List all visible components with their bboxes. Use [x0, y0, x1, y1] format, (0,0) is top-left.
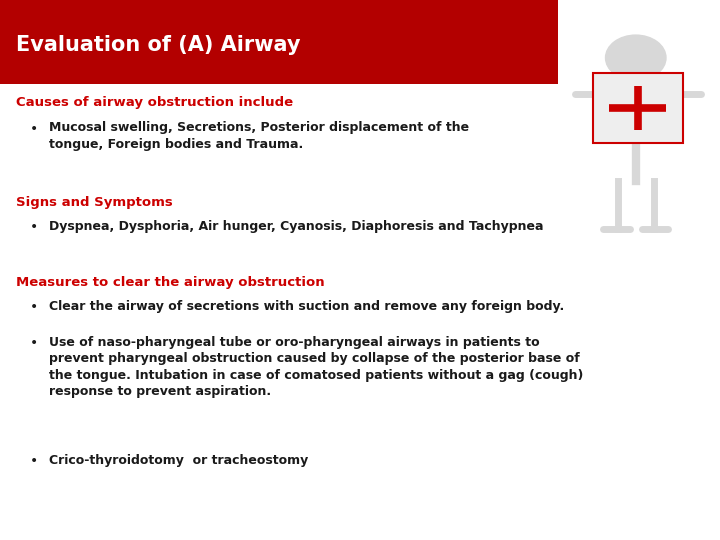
- Text: Crico-thyroidotomy  or tracheostomy: Crico-thyroidotomy or tracheostomy: [49, 454, 308, 467]
- Text: •: •: [30, 336, 38, 350]
- Text: Signs and Symptoms: Signs and Symptoms: [16, 196, 173, 209]
- Text: Evaluation of (A) Airway: Evaluation of (A) Airway: [16, 35, 300, 55]
- Text: Mucosal swelling, Secretions, Posterior displacement of the
tongue, Foreign bodi: Mucosal swelling, Secretions, Posterior …: [49, 122, 469, 151]
- Circle shape: [606, 35, 666, 80]
- Text: •: •: [30, 454, 38, 468]
- Bar: [593, 73, 683, 143]
- Text: Clear the airway of secretions with suction and remove any foreign body.: Clear the airway of secretions with suct…: [49, 300, 564, 313]
- Text: •: •: [30, 122, 38, 136]
- Text: •: •: [30, 220, 38, 234]
- Text: •: •: [30, 300, 38, 314]
- Text: Use of naso-pharyngeal tube or oro-pharyngeal airways in patients to
prevent pha: Use of naso-pharyngeal tube or oro-phary…: [49, 336, 583, 399]
- Text: Measures to clear the airway obstruction: Measures to clear the airway obstruction: [16, 276, 325, 289]
- Text: Causes of airway obstruction include: Causes of airway obstruction include: [16, 96, 293, 109]
- Text: Dyspnea, Dysphoria, Air hunger, Cyanosis, Diaphoresis and Tachypnea: Dyspnea, Dysphoria, Air hunger, Cyanosis…: [49, 220, 544, 233]
- Bar: [0, 0, 558, 84]
